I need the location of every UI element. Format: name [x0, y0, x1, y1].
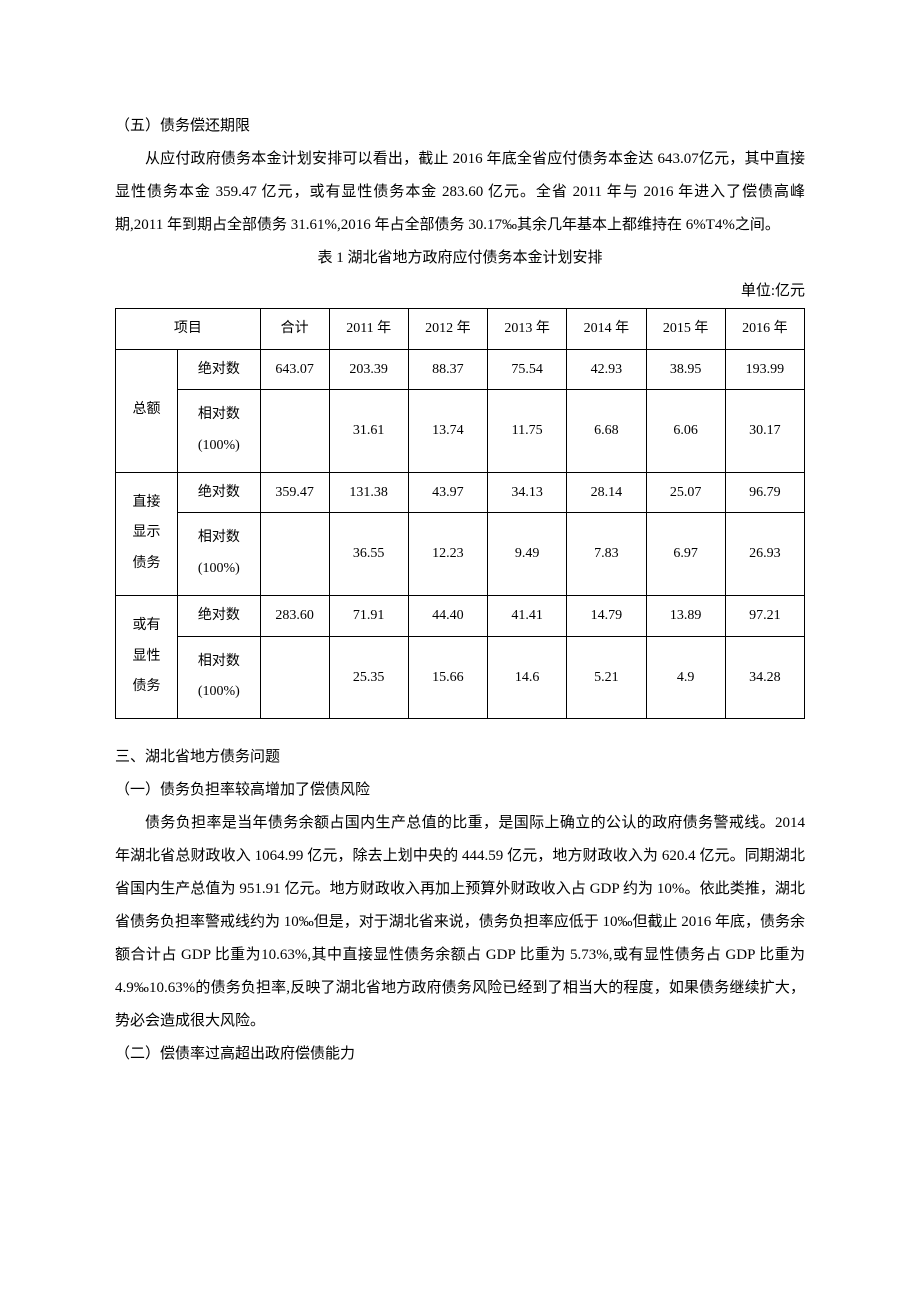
cell: 38.95	[646, 349, 725, 390]
table-unit: 单位:亿元	[115, 275, 805, 308]
cell: 9.49	[488, 513, 567, 596]
cell: 12.23	[408, 513, 487, 596]
cell: 13.89	[646, 595, 725, 636]
cell: 34.13	[488, 472, 567, 513]
cell	[260, 513, 329, 596]
table-header-row: 项目 合计 2011 年 2012 年 2013 年 2014 年 2015 年…	[116, 309, 805, 350]
cell	[260, 390, 329, 473]
cell: 359.47	[260, 472, 329, 513]
spacer	[115, 719, 805, 741]
cell: 26.93	[725, 513, 804, 596]
cell: 131.38	[329, 472, 408, 513]
cell: 44.40	[408, 595, 487, 636]
cell: 6.68	[567, 390, 646, 473]
header-2015: 2015 年	[646, 309, 725, 350]
subrow-rel-label: 相对数 (100%)	[178, 513, 261, 596]
section-3-heading: 三、湖北省地方债务问题	[115, 741, 805, 774]
cell: 28.14	[567, 472, 646, 513]
group-name: 直接 显示 债务	[116, 472, 178, 595]
cell: 25.35	[329, 636, 408, 719]
section-5-paragraph: 从应付政府债务本金计划安排可以看出，截止 2016 年底全省应付债务本金达 64…	[115, 143, 805, 242]
group-name: 或有 显性 债务	[116, 595, 178, 718]
cell	[260, 636, 329, 719]
cell: 34.28	[725, 636, 804, 719]
table-row: 相对数 (100%) 25.3515.6614.65.214.934.28	[116, 636, 805, 719]
table-row: 总额绝对数643.07203.3988.3775.5442.9338.95193…	[116, 349, 805, 390]
table-row: 或有 显性 债务绝对数283.6071.9144.4041.4114.7913.…	[116, 595, 805, 636]
cell: 71.91	[329, 595, 408, 636]
cell: 97.21	[725, 595, 804, 636]
table-row: 直接 显示 债务绝对数359.47131.3843.9734.1328.1425…	[116, 472, 805, 513]
cell: 75.54	[488, 349, 567, 390]
cell: 6.97	[646, 513, 725, 596]
cell: 25.07	[646, 472, 725, 513]
header-2016: 2016 年	[725, 309, 804, 350]
cell: 43.97	[408, 472, 487, 513]
section-3-1-heading: （一）债务负担率较高增加了偿债风险	[115, 774, 805, 807]
cell: 15.66	[408, 636, 487, 719]
cell: 5.21	[567, 636, 646, 719]
cell: 41.41	[488, 595, 567, 636]
cell: 42.93	[567, 349, 646, 390]
cell: 14.79	[567, 595, 646, 636]
cell: 11.75	[488, 390, 567, 473]
cell: 96.79	[725, 472, 804, 513]
subrow-abs-label: 绝对数	[178, 595, 261, 636]
header-2014: 2014 年	[567, 309, 646, 350]
header-2013: 2013 年	[488, 309, 567, 350]
cell: 7.83	[567, 513, 646, 596]
cell: 13.74	[408, 390, 487, 473]
header-2011: 2011 年	[329, 309, 408, 350]
subrow-abs-label: 绝对数	[178, 349, 261, 390]
section-3-1-body: 债务负担率是当年债务余额占国内生产总值的比重，是国际上确立的公认的政府债务警戒线…	[115, 807, 805, 1038]
group-name: 总额	[116, 349, 178, 472]
cell: 283.60	[260, 595, 329, 636]
cell: 31.61	[329, 390, 408, 473]
cell: 30.17	[725, 390, 804, 473]
cell: 4.9	[646, 636, 725, 719]
header-heji: 合计	[260, 309, 329, 350]
header-2012: 2012 年	[408, 309, 487, 350]
section-5-heading: （五）债务偿还期限	[115, 110, 805, 143]
header-item: 项目	[116, 309, 261, 350]
subrow-rel-label: 相对数 (100%)	[178, 390, 261, 473]
cell: 6.06	[646, 390, 725, 473]
table-caption: 表 1 湖北省地方政府应付债务本金计划安排	[115, 242, 805, 275]
table-body: 总额绝对数643.07203.3988.3775.5442.9338.95193…	[116, 349, 805, 719]
section-3-2-heading: （二）偿债率过高超出政府偿债能力	[115, 1038, 805, 1071]
cell: 643.07	[260, 349, 329, 390]
document-page: （五）债务偿还期限 从应付政府债务本金计划安排可以看出，截止 2016 年底全省…	[0, 0, 920, 1131]
cell: 193.99	[725, 349, 804, 390]
cell: 36.55	[329, 513, 408, 596]
subrow-abs-label: 绝对数	[178, 472, 261, 513]
table-row: 相对数 (100%) 31.6113.7411.756.686.0630.17	[116, 390, 805, 473]
debt-schedule-table: 项目 合计 2011 年 2012 年 2013 年 2014 年 2015 年…	[115, 308, 805, 719]
subrow-rel-label: 相对数 (100%)	[178, 636, 261, 719]
cell: 203.39	[329, 349, 408, 390]
cell: 14.6	[488, 636, 567, 719]
table-row: 相对数 (100%) 36.5512.239.497.836.9726.93	[116, 513, 805, 596]
cell: 88.37	[408, 349, 487, 390]
